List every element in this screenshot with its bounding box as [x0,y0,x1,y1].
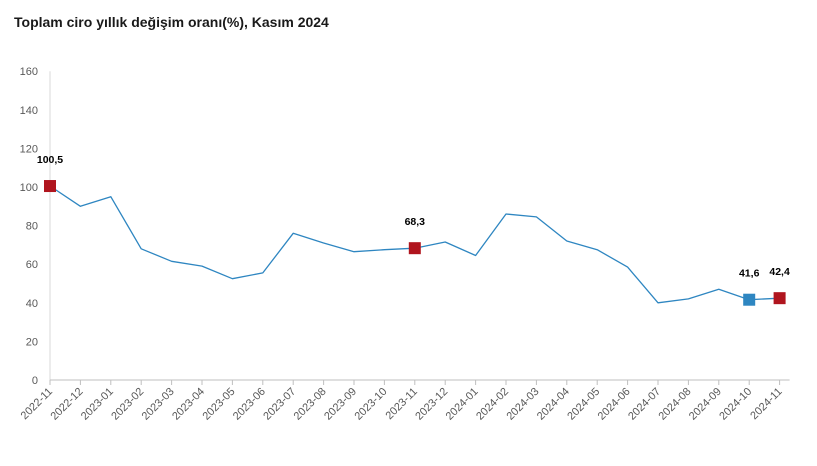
data-point [444,241,447,244]
x-tick-label: 2023-06 [231,386,268,423]
x-tick-label: 2023-03 [140,386,177,423]
data-point [109,195,112,198]
data-point [201,265,204,268]
x-tick-label: 2024-05 [565,386,602,423]
x-tick-label: 2023-04 [170,386,207,423]
x-tick-label: 2023-07 [261,386,298,423]
chart-title: Toplam ciro yıllık değişim oranı(%), Kas… [14,14,329,30]
data-point [687,297,690,300]
x-tick-label: 2024-03 [504,386,541,423]
data-point [292,232,295,235]
x-tick-label: 2023-08 [292,386,329,423]
data-point [596,248,599,251]
y-tick-label: 100 [20,182,38,194]
highlight-marker [743,293,756,306]
x-tick-label: 2024-02 [474,386,511,423]
x-tick-label: 2023-05 [200,386,237,423]
data-point [657,301,660,304]
x-tick-label: 2023-10 [352,386,389,423]
y-tick-label: 160 [20,66,38,78]
highlight-marker [773,292,786,305]
x-tick-label: 2024-09 [687,386,724,423]
data-point [505,213,508,216]
highlight-marker [44,180,56,193]
axes: 0204060801001201401602022-112022-122023-… [19,66,790,423]
x-tick-label: 2024-08 [656,386,693,423]
data-label: 41,6 [739,268,760,280]
data-point [170,260,173,263]
data-label: 68,3 [405,216,426,228]
data-point [231,277,234,280]
data-point [717,288,720,291]
data-label: 100,5 [37,154,63,166]
x-tick-label: 2024-10 [717,386,754,423]
data-point [322,241,325,244]
x-tick-label: 2022-12 [48,386,85,423]
x-tick-label: 2023-02 [109,386,146,423]
data-point [353,250,356,253]
y-tick-label: 140 [20,105,38,117]
x-tick-label: 2023-01 [79,386,116,423]
y-tick-label: 60 [26,259,38,271]
data-point [565,240,568,243]
data-point [383,248,386,251]
y-tick-label: 80 [26,221,38,233]
data-point [474,254,477,257]
y-tick-label: 40 [26,298,38,310]
x-tick-label: 2024-11 [748,386,784,422]
data-label: 42,4 [769,266,790,278]
marker-layer: 100,5 68,3 41,6 42,4 [37,154,790,306]
x-tick-label: 2024-04 [535,386,572,423]
x-tick-label: 2023-12 [413,386,450,423]
x-tick-label: 2024-07 [626,386,663,423]
y-tick-label: 0 [32,375,38,387]
y-tick-label: 120 [20,143,38,155]
data-point [79,205,82,208]
data-point [261,271,264,274]
data-point [626,266,629,269]
x-tick-label: 2023-09 [322,386,359,423]
data-point [535,215,538,218]
data-point [140,247,143,250]
x-tick-label: 2024-01 [444,386,481,423]
x-tick-label: 2024-06 [596,386,633,423]
y-tick-label: 20 [26,336,38,348]
highlight-marker [408,242,421,255]
